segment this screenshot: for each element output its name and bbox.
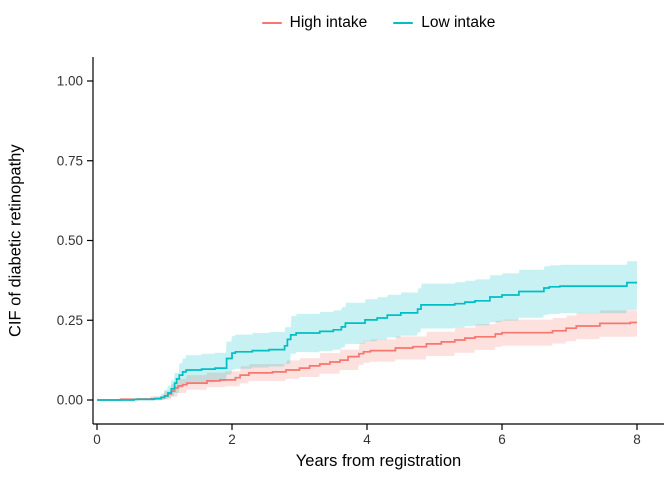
y-tick-label: 0.25: [57, 313, 83, 328]
x-tick-label: 4: [363, 432, 371, 447]
high-intake-key-line-icon: [261, 21, 282, 25]
low-intake-curve: [97, 281, 637, 401]
low-intake-key-line-icon: [393, 21, 414, 25]
x-tick-label: 8: [633, 432, 641, 447]
y-tick-label: 0.00: [57, 393, 83, 408]
y-tick-label: 0.50: [57, 233, 83, 248]
low-intake-confidence-band: [154, 261, 637, 400]
legend-label-low-intake: Low intake: [421, 14, 496, 31]
y-tick-label: 1.00: [57, 74, 83, 89]
legend-item-low-intake: Low intake: [393, 14, 495, 32]
legend-item-high-intake: High intake: [261, 14, 368, 32]
x-tick-label: 6: [498, 432, 506, 447]
legend: High intake Low intake: [93, 10, 664, 36]
x-axis-title: Years from registration: [295, 452, 462, 470]
legend-label-high-intake: High intake: [289, 14, 368, 31]
x-tick-label: 0: [93, 432, 101, 447]
y-tick-label: 0.75: [57, 153, 83, 168]
y-axis-title: CIF of diabetic retinopathy: [6, 144, 25, 337]
x-tick-label: 2: [228, 432, 236, 447]
